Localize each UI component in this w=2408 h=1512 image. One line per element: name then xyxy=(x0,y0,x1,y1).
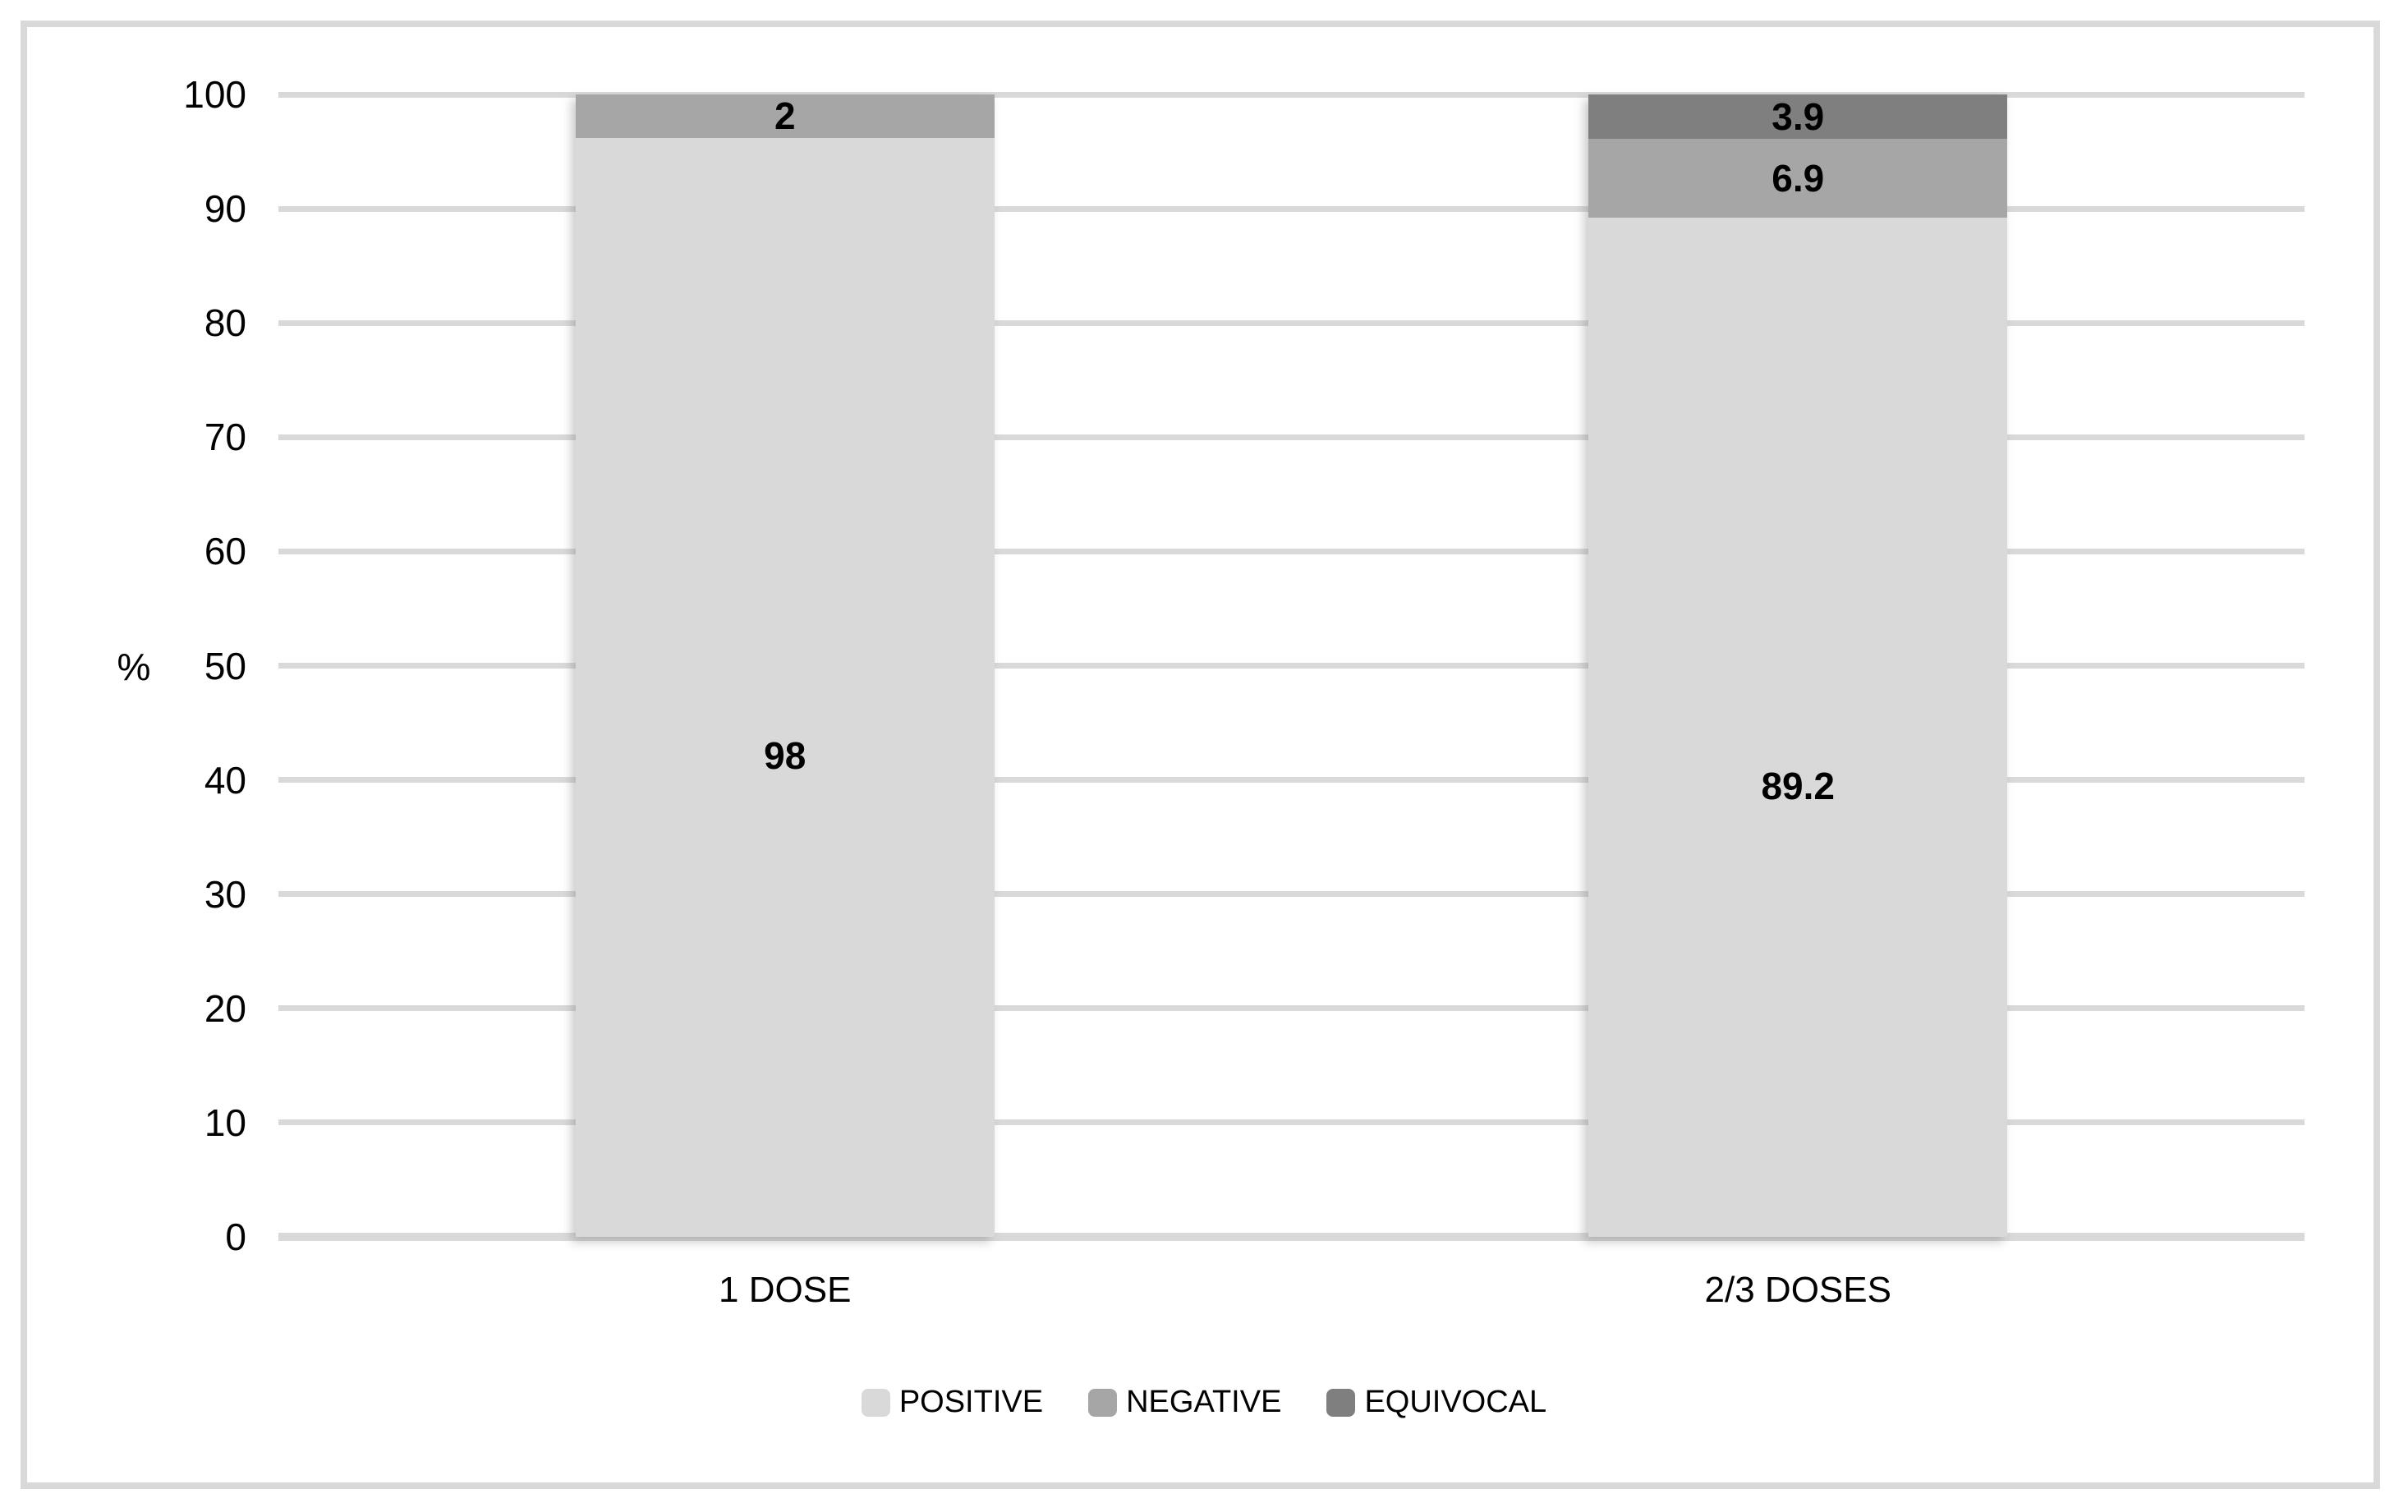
y-tick-label: 70 xyxy=(204,416,246,459)
segment-positive xyxy=(1588,218,2008,1237)
y-tick-label: 90 xyxy=(204,187,246,231)
plot-area: 98 2 89.2 6.9 3.9 xyxy=(278,91,2305,1241)
y-axis-title: % xyxy=(117,646,151,688)
segment-negative xyxy=(575,94,995,138)
gridline xyxy=(278,663,2305,669)
legend-item-equivocal: EQUIVOCAL xyxy=(1326,1385,1546,1420)
y-tick-label: 100 xyxy=(183,73,246,116)
gridline xyxy=(278,891,2305,898)
y-tick-label: 80 xyxy=(204,301,246,345)
legend-item-positive: POSITIVE xyxy=(861,1385,1044,1420)
category-label: 1 DOSE xyxy=(719,1270,852,1310)
y-tick-label: 30 xyxy=(204,872,246,916)
gridline xyxy=(278,777,2305,784)
data-label-negative: 2 xyxy=(774,94,796,138)
data-label-equivocal: 3.9 xyxy=(1772,95,1825,139)
x-axis-category-labels: 1 DOSE 2/3 DOSES xyxy=(278,1268,2305,1312)
legend: POSITIVE NEGATIVE EQUIVOCAL xyxy=(0,1385,2408,1420)
gridline xyxy=(278,548,2305,554)
legend-label-negative: NEGATIVE xyxy=(1126,1385,1282,1419)
y-tick-label: 50 xyxy=(204,644,246,687)
bar-slot-2-3-doses: 89.2 6.9 3.9 xyxy=(1292,94,2305,1237)
y-tick-label: 0 xyxy=(225,1216,246,1258)
segment-positive xyxy=(575,137,995,1237)
stacked-bar-2-3-doses: 89.2 6.9 3.9 xyxy=(1588,94,2008,1237)
gridline xyxy=(278,434,2305,440)
data-label-positive: 89.2 xyxy=(1761,764,1836,807)
gridline xyxy=(278,91,2305,98)
x-axis-baseline xyxy=(278,1233,2305,1241)
gridline xyxy=(278,319,2305,326)
gridline xyxy=(278,1119,2305,1126)
data-label-positive: 98 xyxy=(764,734,806,778)
y-tick-label: 40 xyxy=(204,758,246,802)
segment-negative xyxy=(1588,139,2008,218)
legend-swatch-negative xyxy=(1088,1388,1118,1417)
legend-swatch-equivocal xyxy=(1326,1388,1356,1417)
y-axis-tick-labels: 0 10 20 30 40 50 60 70 80 90 100 xyxy=(82,73,246,1258)
legend-label-positive: POSITIVE xyxy=(898,1385,1044,1419)
segment-equivocal xyxy=(1588,94,2008,140)
legend-swatch-positive xyxy=(861,1388,890,1417)
y-tick-label: 60 xyxy=(204,530,246,573)
data-label-negative: 6.9 xyxy=(1772,157,1825,200)
bar-slot-1-dose: 98 2 xyxy=(278,94,1292,1237)
legend-label-equivocal: EQUIVOCAL xyxy=(1364,1385,1547,1419)
category-label: 2/3 DOSES xyxy=(1704,1270,1891,1310)
y-tick-label: 10 xyxy=(204,1101,246,1144)
gridline xyxy=(278,205,2305,212)
legend-item-negative: NEGATIVE xyxy=(1088,1385,1281,1420)
stacked-bar-1-dose: 98 2 xyxy=(575,94,995,1237)
gridline xyxy=(278,1005,2305,1012)
y-tick-label: 20 xyxy=(204,986,246,1030)
